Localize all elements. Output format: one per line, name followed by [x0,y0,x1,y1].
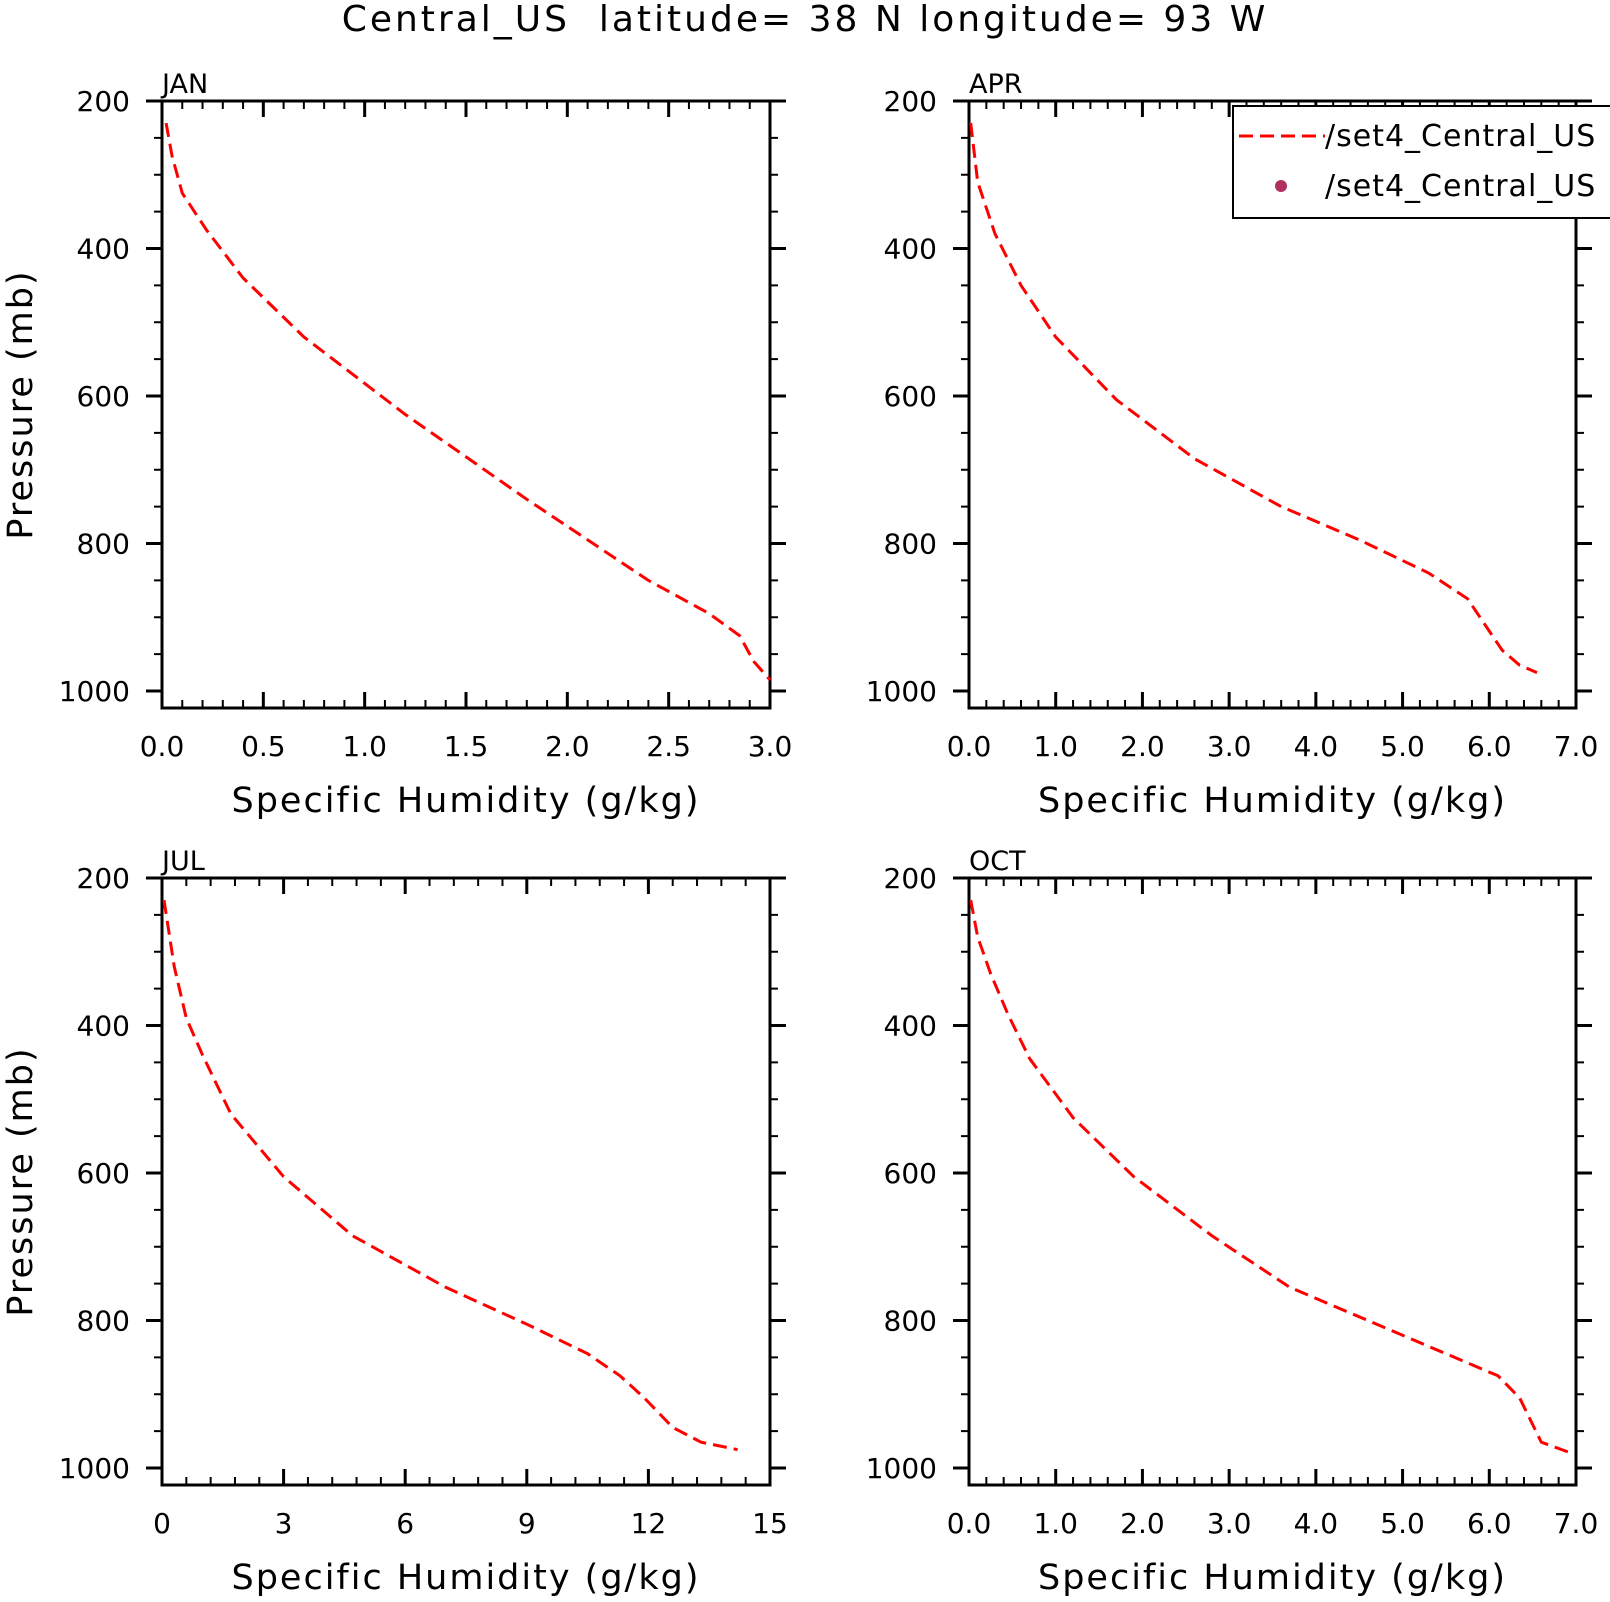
legend-box [1232,105,1610,219]
x-tick-label: 1.0 [342,730,387,763]
x-tick-label: 5.0 [1380,730,1425,763]
y-tick-label: 600 [77,1157,130,1190]
y-tick-label: 1000 [866,675,937,708]
panel-3: 0.0 1.0 2.0 3.0 4.0 5.0 6.0 7.0 200 400 600 800 1000… [866,846,1599,1598]
x-tick-label: 0.0 [947,1507,992,1540]
figure-title: Central_US latitude= 38 N longitude= 93 … [341,0,1269,40]
y-tick-label: 400 [77,1010,130,1043]
y-tick-label: 1000 [866,1452,937,1485]
series-line [164,122,772,681]
y-tick-label: 800 [77,528,130,561]
x-axis-label: Specific Humidity (g/kg) [1038,781,1507,821]
x-tick-label: 12 [631,1507,667,1540]
x-tick-label: 6 [396,1507,414,1540]
plot-frame [160,99,772,710]
x-tick-label: 7.0 [1554,730,1599,763]
y-tick-label: 800 [77,1305,130,1338]
y-tick-label: 1000 [59,675,130,708]
y-tick-label: 600 [884,380,937,413]
legend-label: /set4_Central_US [1325,169,1596,204]
y-tick-label: 600 [77,380,130,413]
series-line [969,899,1573,1455]
x-tick-label: 1.0 [1033,1507,1078,1540]
panel-title: JUL [160,846,205,877]
x-tick-label: 2.5 [646,730,691,763]
plot-frame [160,876,772,1487]
y-axis-label: Pressure (mb) [1,1046,41,1316]
legend-dot-swatch [1275,180,1287,192]
panel-title: JAN [160,69,208,100]
x-tick-label: 7.0 [1554,1507,1599,1540]
x-tick-label: 4.0 [1294,730,1339,763]
x-axis-label: Specific Humidity (g/kg) [232,781,701,821]
panel-1: 0.0 1.0 2.0 3.0 4.0 5.0 6.0 7.0 200 400 600 800 1000… [866,69,1599,821]
x-tick-label: 5.0 [1380,1507,1425,1540]
y-tick-label: 800 [884,528,937,561]
x-tick-label: 0 [153,1507,171,1540]
y-axis-label: Pressure (mb) [1,269,41,539]
x-tick-label: 4.0 [1294,1507,1339,1540]
y-tick-label: 800 [884,1305,937,1338]
x-tick-label: 0.0 [947,730,992,763]
y-tick-label: 400 [884,1010,937,1043]
x-tick-label: 2.0 [545,730,590,763]
y-tick-label: 200 [884,862,937,895]
x-tick-label: 0.0 [140,730,185,763]
x-tick-label: 2.0 [1120,1507,1165,1540]
x-tick-label: 3.0 [1207,730,1252,763]
y-tick-label: 200 [77,862,130,895]
x-tick-label: 9 [518,1507,536,1540]
x-tick-label: 1.0 [1033,730,1078,763]
legend: /set4_Central_US/set4_Central_US [1232,105,1610,219]
x-tick-label: 3.0 [748,730,793,763]
legend-label: /set4_Central_US [1325,119,1596,154]
panel-title: APR [969,69,1023,100]
x-tick-label: 6.0 [1467,730,1512,763]
x-tick-label: 3.0 [1207,1507,1252,1540]
panel-2: 0 3 6 9 12 15 200 400 600 800 1000 JUL Specific Humi… [1,846,788,1598]
series-line [969,122,1538,674]
x-tick-label: 3 [275,1507,293,1540]
y-tick-label: 400 [884,233,937,266]
y-tick-label: 1000 [59,1452,130,1485]
series-line [162,899,738,1452]
panel-0: 0.0 0.5 1.0 1.5 2.0 2.5 3.0 200 400 600 800 1000 JAN… [1,69,792,821]
y-tick-label: 200 [884,85,937,118]
x-axis-label: Specific Humidity (g/kg) [1038,1558,1507,1598]
plot-frame [967,99,1578,710]
y-tick-label: 600 [884,1157,937,1190]
x-axis-label: Specific Humidity (g/kg) [232,1558,701,1598]
x-tick-label: 0.5 [241,730,286,763]
panel-title: OCT [969,846,1026,877]
x-tick-label: 2.0 [1120,730,1165,763]
x-tick-label: 15 [752,1507,788,1540]
y-tick-label: 400 [77,233,130,266]
x-tick-label: 6.0 [1467,1507,1512,1540]
plot-frame [967,876,1578,1487]
y-tick-label: 200 [77,85,130,118]
x-tick-label: 1.5 [444,730,489,763]
